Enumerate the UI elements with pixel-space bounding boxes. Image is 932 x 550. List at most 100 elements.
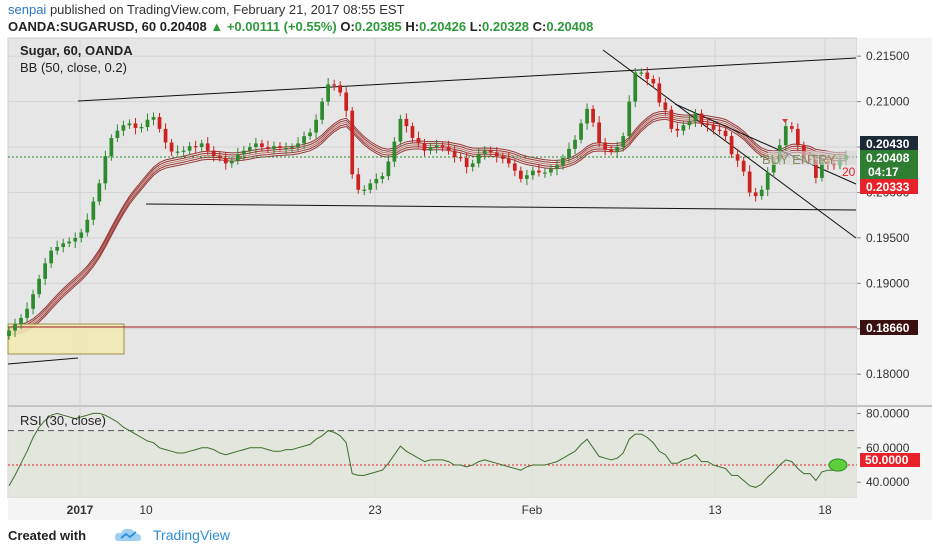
candle-body-92: [561, 157, 565, 166]
candle-body-69: [422, 143, 427, 151]
ohlc-line: OANDA:SUGARUSD, 60 0.20408 ▲ +0.00111 (+…: [8, 19, 593, 34]
candle-body-33: [205, 143, 210, 151]
time-tick-5: 18: [818, 503, 832, 517]
candle-body-109: [663, 102, 668, 110]
footer: Created with TradingView: [0, 520, 932, 550]
time-tick-2: 23: [368, 503, 382, 517]
candle-body-124: [753, 192, 758, 197]
candle-body-21: [133, 123, 138, 128]
author-link[interactable]: senpai: [8, 2, 47, 17]
label-lower-bg: [860, 179, 918, 194]
legend-rsi: RSI (30, close): [20, 413, 106, 428]
candle-body-20: [127, 123, 132, 126]
candle-body-80: [488, 150, 493, 153]
candle-body-1: [13, 324, 17, 331]
price-tick-label-1: 0.21000: [866, 95, 910, 109]
candle-body-85: [518, 170, 523, 179]
candle-body-34: [211, 150, 216, 157]
candle-body-127: [771, 160, 776, 173]
label-current-bg: [860, 150, 918, 165]
candle-body-83: [506, 158, 511, 164]
candle-body-82: [500, 156, 505, 159]
candle-body-26: [163, 128, 168, 143]
candle-body-100: [609, 149, 614, 152]
label-lower: 0.20333: [866, 180, 910, 194]
countdown-text: 04:17: [868, 165, 899, 179]
candle-body-123: [747, 171, 752, 193]
tradingview-brand[interactable]: TradingView: [153, 527, 231, 543]
up-arrow-icon: ▲: [210, 19, 224, 34]
candle-body-4: [31, 294, 35, 309]
candle-body-3: [25, 308, 29, 318]
candle-body-87: [531, 170, 535, 176]
tradingview-cloud-icon: [114, 528, 142, 541]
down-trendline-steep: [602, 49, 857, 239]
candle-body-110: [669, 109, 674, 129]
candle-body-63: [386, 161, 391, 177]
candle-body-94: [573, 139, 577, 149]
candle-body-129: [783, 126, 788, 146]
candle-body-55: [338, 85, 343, 93]
candle-body-78: [476, 154, 481, 164]
rsi-highlight-marker: [828, 458, 848, 472]
candle-body-88: [537, 170, 541, 173]
candle-body-99: [603, 142, 608, 150]
candle-body-42: [260, 143, 264, 148]
candle-body-56: [344, 92, 349, 111]
high-label: H:: [405, 19, 420, 34]
candle-body-12: [79, 232, 84, 238]
candle-body-40: [247, 147, 252, 151]
time-axis: 2017 10 23 Feb 13 18: [8, 498, 932, 520]
candle-body-17: [109, 137, 114, 157]
candle-body-30: [187, 146, 192, 151]
candle-body-70: [428, 147, 433, 151]
candle-body-47: [290, 147, 294, 149]
high-value: 0.20426: [419, 19, 467, 34]
chart-area[interactable]: BUY ENTRY 20 0.215000.210000.205000.2000…: [0, 36, 932, 520]
candle-body-73: [446, 147, 451, 151]
bb-line-2: [8, 114, 847, 331]
candle-body-135: [820, 161, 824, 178]
price-tick-label-0: 0.21500: [866, 49, 910, 63]
price-labels: 0.20430 0.20408 04:17 0.20333 0.18660: [860, 136, 918, 335]
candle-body-7: [49, 250, 54, 264]
candle-body-134: [814, 159, 818, 178]
candle-body-28: [175, 151, 180, 153]
candle-body-71: [434, 145, 439, 148]
candle-body-0: [7, 330, 11, 337]
time-tick-3: Feb: [522, 503, 543, 517]
down-trendline-shallow: [674, 103, 857, 185]
candle-body-117: [711, 125, 716, 130]
rsi-level-bg: [860, 453, 920, 467]
candle-body-8: [55, 246, 60, 251]
candle-body-116: [705, 123, 710, 126]
candle-body-2: [19, 317, 23, 325]
candle-body-62: [380, 176, 385, 179]
candle-body-65: [398, 118, 403, 142]
demand-zone-box: [7, 323, 125, 355]
buy-entry-text: BUY ENTRY: [762, 152, 836, 167]
candle-body-76: [464, 157, 469, 168]
candle-body-89: [543, 172, 547, 174]
candle-body-95: [579, 123, 583, 140]
countdown-bg: [860, 165, 918, 179]
candle-body-105: [639, 72, 644, 74]
candle-body-43: [266, 147, 270, 149]
candle-body-108: [657, 83, 662, 103]
change-value: +0.00111 (+0.55%): [226, 19, 337, 34]
candle-body-27: [169, 142, 174, 152]
open-value: 0.20385: [354, 19, 402, 34]
candle-body-125: [759, 189, 764, 197]
candle-body-131: [795, 128, 800, 146]
candle-body-118: [717, 129, 722, 131]
candle-body-67: [410, 126, 415, 138]
candle-body-45: [278, 146, 282, 148]
rsi-line: [8, 412, 847, 488]
candle-body-61: [374, 178, 379, 184]
candle-body-107: [651, 78, 656, 84]
candle-body-23: [145, 119, 150, 128]
candle-body-81: [494, 152, 499, 157]
candle-body-14: [91, 201, 96, 220]
bb-line-0: [8, 110, 847, 327]
arrow-marker-icon: [782, 119, 788, 123]
